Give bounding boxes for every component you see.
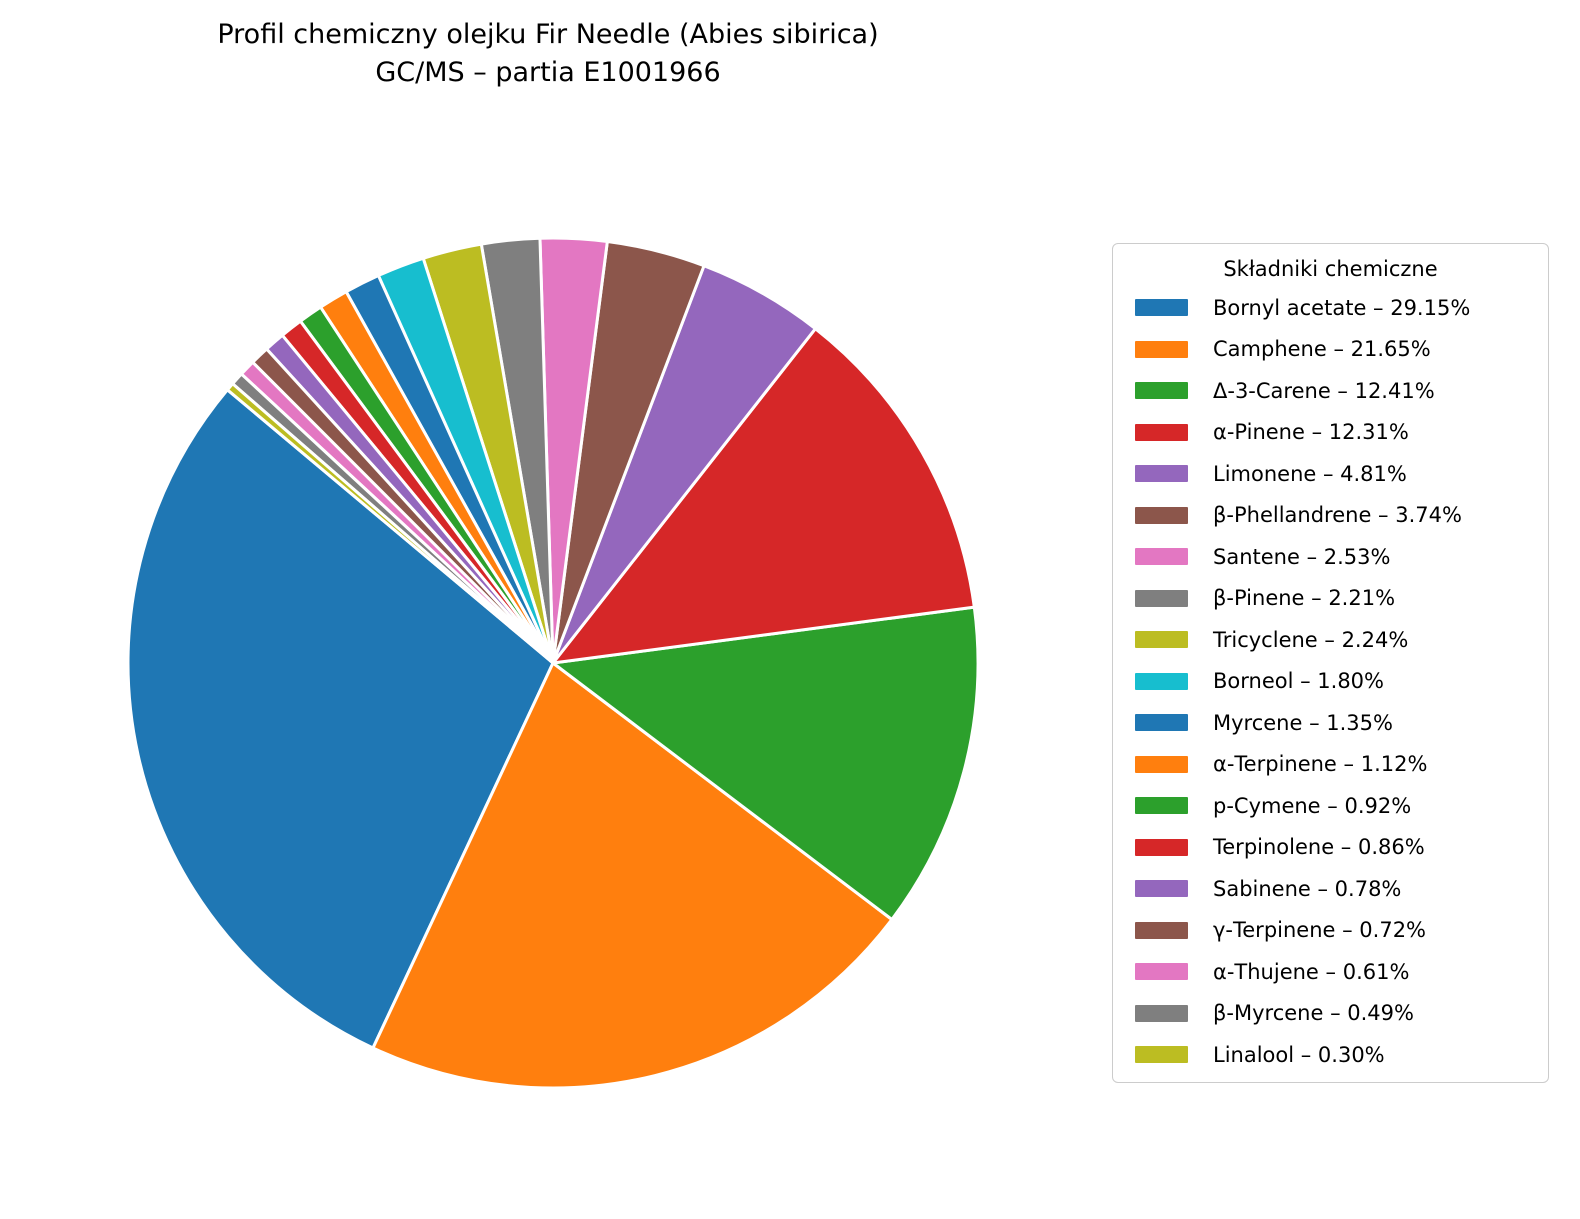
legend-item: α-Terpinene – 1.12% — [1113, 744, 1548, 786]
legend-label: Linalool – 0.30% — [1213, 1042, 1385, 1067]
legend-swatch — [1135, 672, 1188, 690]
legend-item: Santene – 2.53% — [1113, 536, 1548, 578]
legend-swatch — [1135, 548, 1188, 566]
legend-item: γ-Terpinene – 0.72% — [1113, 910, 1548, 952]
legend-item: Camphene – 21.65% — [1113, 329, 1548, 371]
legend-swatch — [1135, 506, 1188, 524]
chart-title: Profil chemiczny olejku Fir Needle (Abie… — [0, 16, 1096, 92]
legend-item: Δ-3-Carene – 12.41% — [1113, 370, 1548, 412]
legend-swatch — [1135, 1046, 1188, 1064]
legend-items: Bornyl acetate – 29.15% Camphene – 21.65%… — [1113, 287, 1548, 1076]
legend-swatch — [1135, 963, 1188, 981]
legend-item: Linalool – 0.30% — [1113, 1034, 1548, 1076]
legend-swatch — [1135, 382, 1188, 400]
legend-swatch — [1135, 631, 1188, 649]
legend-item: Tricyclene – 2.24% — [1113, 619, 1548, 661]
legend-swatch — [1135, 755, 1188, 773]
legend-item: p-Cymene – 0.92% — [1113, 785, 1548, 827]
legend-label: Santene – 2.53% — [1213, 544, 1391, 569]
legend-item: Bornyl acetate – 29.15% — [1113, 287, 1548, 329]
legend-swatch — [1135, 797, 1188, 815]
pie-slice---3-carene — [551, 605, 980, 921]
legend-item: Terpinolene – 0.86% — [1113, 827, 1548, 869]
pie-slice---pinene — [551, 327, 976, 665]
legend-item: α-Pinene – 12.31% — [1113, 412, 1548, 454]
pie-slice-bornyl-acetate — [126, 388, 555, 1050]
legend-label: Camphene – 21.65% — [1213, 337, 1431, 362]
legend-label: α-Pinene – 12.31% — [1213, 420, 1409, 445]
legend-label: p-Cymene – 0.92% — [1213, 793, 1412, 818]
legend-label: Tricyclene – 2.24% — [1213, 627, 1409, 652]
legend-label: Limonene – 4.81% — [1213, 461, 1407, 486]
legend-item: β-Myrcene – 0.49% — [1113, 993, 1548, 1035]
pie-slice-camphene — [371, 661, 894, 1090]
legend-swatch — [1135, 589, 1188, 607]
legend-item: Limonene – 4.81% — [1113, 453, 1548, 495]
legend-item: β-Phellandrene – 3.74% — [1113, 495, 1548, 537]
legend-label: β-Pinene – 2.21% — [1213, 586, 1396, 611]
legend-label: Borneol – 1.80% — [1213, 669, 1384, 694]
legend-label: γ-Terpinene – 0.72% — [1213, 918, 1427, 943]
legend-item: Sabinene – 0.78% — [1113, 868, 1548, 910]
legend-label: β-Phellandrene – 3.74% — [1213, 503, 1462, 528]
legend-swatch — [1135, 921, 1188, 939]
pie-slice-linalool — [225, 382, 555, 665]
legend-item: Myrcene – 1.35% — [1113, 702, 1548, 744]
legend-label: Myrcene – 1.35% — [1213, 710, 1393, 735]
legend-label: Bornyl acetate – 29.15% — [1213, 295, 1471, 320]
legend-swatch — [1135, 423, 1188, 441]
legend-item: Borneol – 1.80% — [1113, 661, 1548, 703]
legend-swatch — [1135, 340, 1188, 358]
legend-label: β-Myrcene – 0.49% — [1213, 1001, 1414, 1026]
legend-swatch — [1135, 714, 1188, 732]
legend-swatch — [1135, 880, 1188, 898]
legend-label: α-Terpinene – 1.12% — [1213, 752, 1428, 777]
legend-swatch — [1135, 1004, 1188, 1022]
legend-label: Terpinolene – 0.86% — [1213, 835, 1425, 860]
legend-item: β-Pinene – 2.21% — [1113, 578, 1548, 620]
pie-chart — [126, 236, 980, 1090]
legend-title: Składniki chemiczne — [1223, 257, 1438, 281]
legend-swatch — [1135, 838, 1188, 856]
legend: Składniki chemiczne Bornyl acetate – 29.… — [1112, 243, 1549, 1083]
legend-swatch — [1135, 299, 1188, 317]
chart-title-line1: Profil chemiczny olejku Fir Needle (Abie… — [217, 19, 879, 50]
chart-title-line2: GC/MS – partia E1001966 — [375, 57, 721, 88]
legend-item: α-Thujene – 0.61% — [1113, 951, 1548, 993]
legend-label: α-Thujene – 0.61% — [1213, 959, 1410, 984]
legend-swatch — [1135, 465, 1188, 483]
legend-label: Sabinene – 0.78% — [1213, 876, 1402, 901]
legend-label: Δ-3-Carene – 12.41% — [1213, 378, 1435, 403]
